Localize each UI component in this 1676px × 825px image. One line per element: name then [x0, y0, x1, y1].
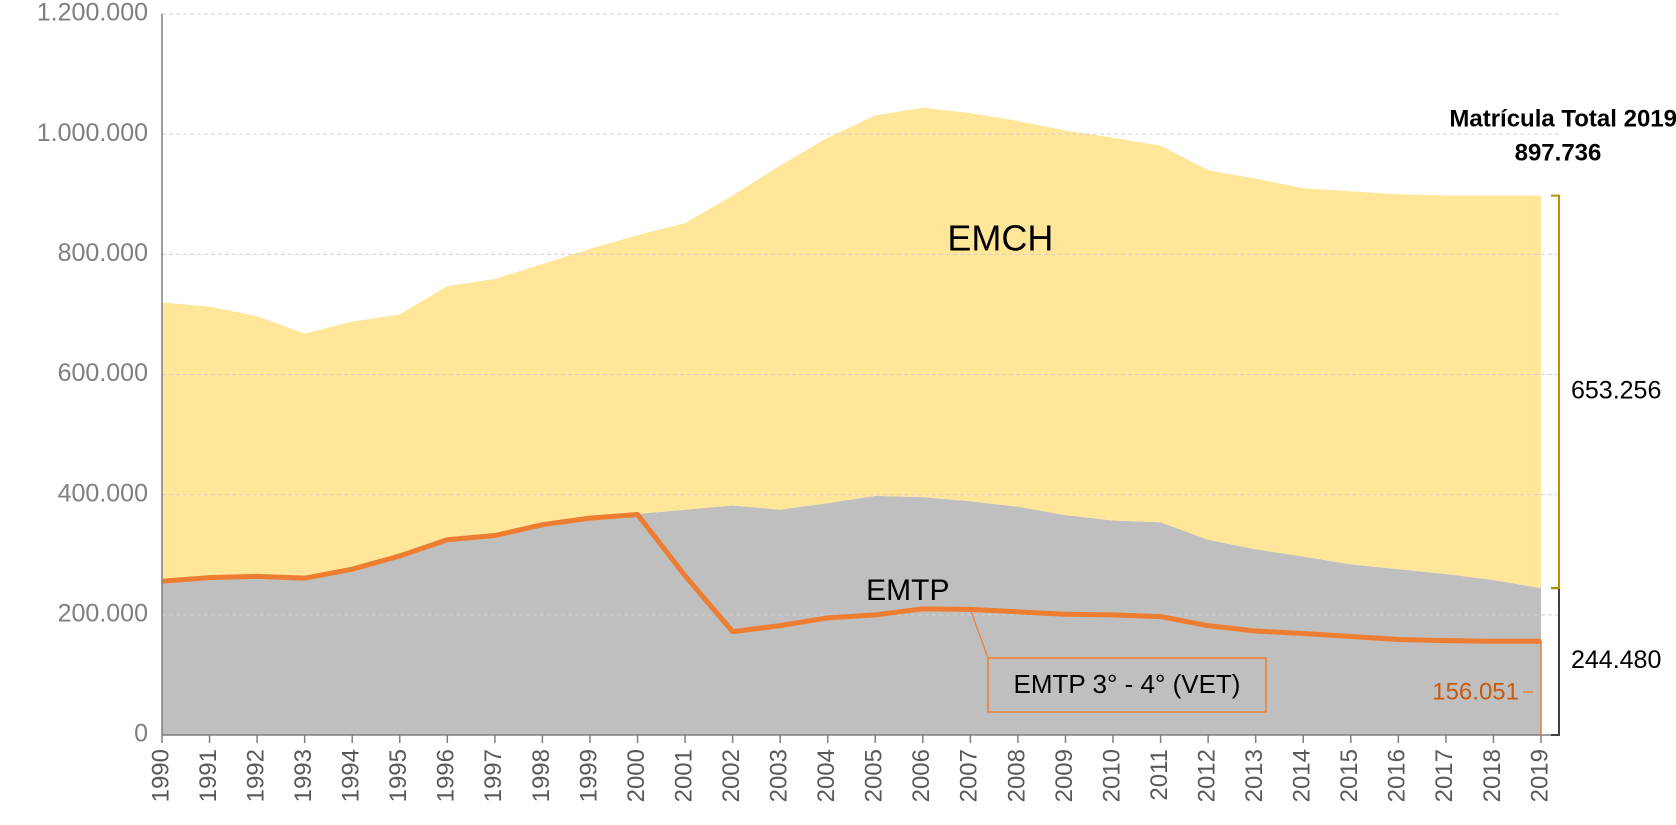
annotation-value: 897.736	[1515, 139, 1602, 166]
leader	[969, 609, 989, 659]
end-value-label: 244.480	[1571, 646, 1661, 674]
line	[161, 511, 1542, 644]
x-tick-label: 1990	[147, 749, 174, 802]
x-tick-label: 1994	[338, 749, 365, 802]
x-tick-label: 2008	[1003, 749, 1030, 802]
bracket	[1551, 587, 1560, 736]
bracket	[1551, 194, 1560, 590]
x-tick-label: 1999	[575, 749, 602, 802]
x-tick-label: 2018	[1479, 749, 1506, 802]
x-tick-label: 1993	[290, 749, 317, 802]
series-label: EMCH	[947, 218, 1053, 259]
x-tick-label: 2010	[1098, 749, 1125, 802]
x-tick-label: 2009	[1051, 749, 1078, 802]
x-tick-label: 1997	[480, 749, 507, 802]
x-tick-label: 1995	[385, 749, 412, 802]
x-tick-label: 2016	[1384, 749, 1411, 802]
x-tick-label: 2017	[1431, 749, 1458, 802]
x-tick-label: 2006	[908, 749, 935, 802]
x-tick-label: 2019	[1526, 749, 1553, 802]
y-tick-label: 1.200.000	[37, 0, 148, 27]
x-tick-label: 2000	[623, 749, 650, 802]
x-tick-label: 2005	[861, 749, 888, 802]
x-tick-label: 1998	[528, 749, 555, 802]
x-tick-label: 1992	[242, 749, 269, 802]
end-value-label: 156.051	[1432, 678, 1519, 705]
x-tick-label: 2011	[1146, 749, 1173, 801]
x-tick-label: 2015	[1336, 749, 1363, 802]
x-tick-label: 2003	[766, 749, 793, 802]
x-tick-label: 2014	[1289, 749, 1316, 802]
area	[162, 107, 1541, 589]
y-tick-label: 200.000	[58, 599, 148, 627]
x-tick-label: 2004	[813, 749, 840, 802]
label-box	[987, 657, 1267, 713]
x-tick-label: 2002	[718, 749, 745, 802]
x-tick-label: 1996	[433, 749, 460, 802]
annotation-text: Matrícula Total 2019	[1449, 105, 1676, 132]
series-label: EMTP	[866, 574, 949, 607]
y-tick-label: 400.000	[58, 479, 148, 507]
y-tick-label: 1.000.000	[37, 119, 148, 147]
x-tick-label: 2012	[1193, 749, 1220, 802]
y-tick-label: 800.000	[58, 239, 148, 267]
x-tick-label: 1991	[195, 749, 222, 802]
x-tick-label: 2001	[670, 749, 697, 802]
x-tick-label: 2007	[956, 749, 983, 802]
x-tick-label: 2013	[1241, 749, 1268, 802]
end-value-label: 653.256	[1571, 376, 1661, 404]
y-tick-label: 0	[134, 720, 148, 748]
y-tick-label: 600.000	[58, 359, 148, 387]
series-label: EMTP 3° - 4° (VET)	[1014, 669, 1241, 699]
bracket	[1533, 640, 1542, 735]
